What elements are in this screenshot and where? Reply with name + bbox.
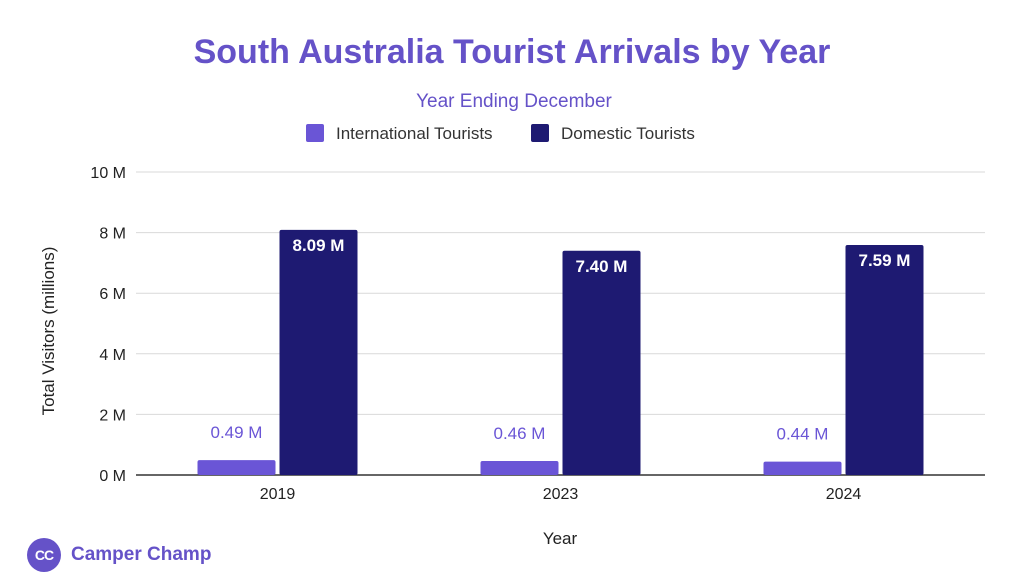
legend-swatch-international [306,124,324,142]
y-axis-title: Total Visitors (millions) [39,247,58,416]
bars: 0.49 M 8.09 M 0.46 M 7.40 M 0.44 M 7.59 M [197,229,924,475]
bar-international [197,460,276,475]
data-label-international: 0.49 M [211,423,263,442]
bar-domestic [562,250,641,475]
y-tick-label: 8 M [99,226,126,243]
data-label-domestic: 8.09 M [293,236,345,255]
chart-title: South Australia Tourist Arrivals by Year [194,33,831,71]
y-tick-label: 4 M [99,347,126,364]
brand: CC Camper Champ [27,537,211,573]
x-tick-label: 2019 [260,486,296,503]
brand-logo-text: CC [34,547,54,563]
data-label-international: 0.46 M [494,424,546,443]
y-axis-ticks: 0 M 2 M 4 M 6 M 8 M 10 M [90,165,126,485]
data-label-international: 0.44 M [777,425,829,444]
camper-champ-logo-icon: CC [27,538,61,572]
x-axis-title: Year [543,529,578,548]
bar-domestic [279,229,358,475]
bar-international [480,461,559,475]
legend: International Tourists Domestic Tourists [306,124,695,143]
data-label-domestic: 7.40 M [576,257,628,276]
legend-label-international: International Tourists [336,124,493,143]
x-tick-label: 2024 [826,486,862,503]
bar-international [763,461,842,475]
y-tick-label: 2 M [99,407,126,424]
y-tick-label: 0 M [99,468,126,485]
chart-subtitle: Year Ending December [416,91,612,112]
y-tick-label: 10 M [90,165,126,182]
legend-swatch-domestic [531,124,549,142]
bar-domestic [845,245,924,475]
legend-label-domestic: Domestic Tourists [561,124,695,143]
x-tick-label: 2023 [543,486,579,503]
x-axis-ticks: 2019 2023 2024 [260,486,862,503]
data-label-domestic: 7.59 M [859,251,911,270]
y-tick-label: 6 M [99,286,126,303]
gridlines [136,171,985,476]
brand-name: Camper Champ [71,544,212,565]
